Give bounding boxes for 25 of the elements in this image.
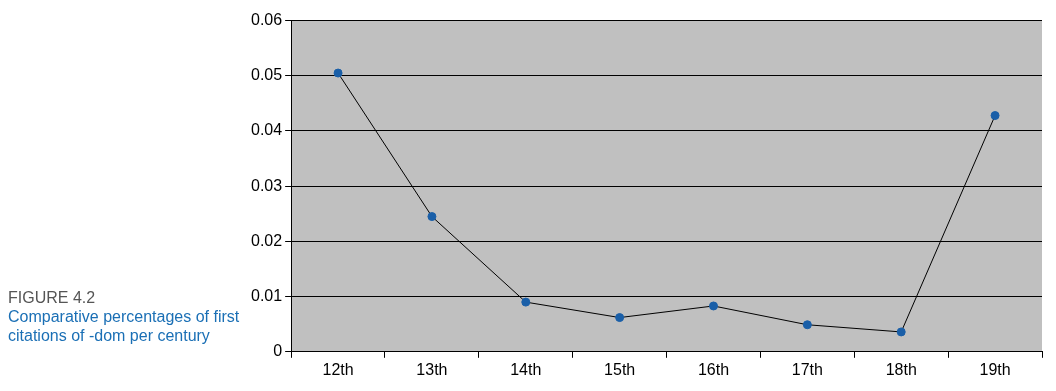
point [709,301,718,311]
text: FIGURE 4.2 [8,288,97,307]
point [896,327,906,337]
y-tick-label: 0.01 [251,287,283,305]
x-tick-label: 19th [979,360,1011,378]
point [802,320,812,330]
point [990,111,1000,121]
x-tick-label: 16th [697,360,730,378]
y-tick-label: 0.05 [251,66,283,84]
x-tick-label: 12th [322,360,354,378]
y-tick-label: 0 [273,342,283,360]
x-tick-label: 18th [885,360,917,378]
point [333,68,343,78]
text: Comparative percentages of first citations of -dom per century [8,307,241,345]
x-tick-label: 17th [791,360,823,378]
y-tick-label: 0.06 [251,11,283,29]
point [427,212,437,222]
x-tick-label: 15th [604,360,636,378]
y-tick-label: 0.03 [251,176,283,194]
point [615,313,625,323]
x-tick-label: 13th [416,360,448,378]
y-tick-label: 0.04 [251,121,283,139]
x-tick-label: 14th [510,360,542,378]
point [521,297,531,307]
y-tick-label: 0.02 [251,231,283,249]
